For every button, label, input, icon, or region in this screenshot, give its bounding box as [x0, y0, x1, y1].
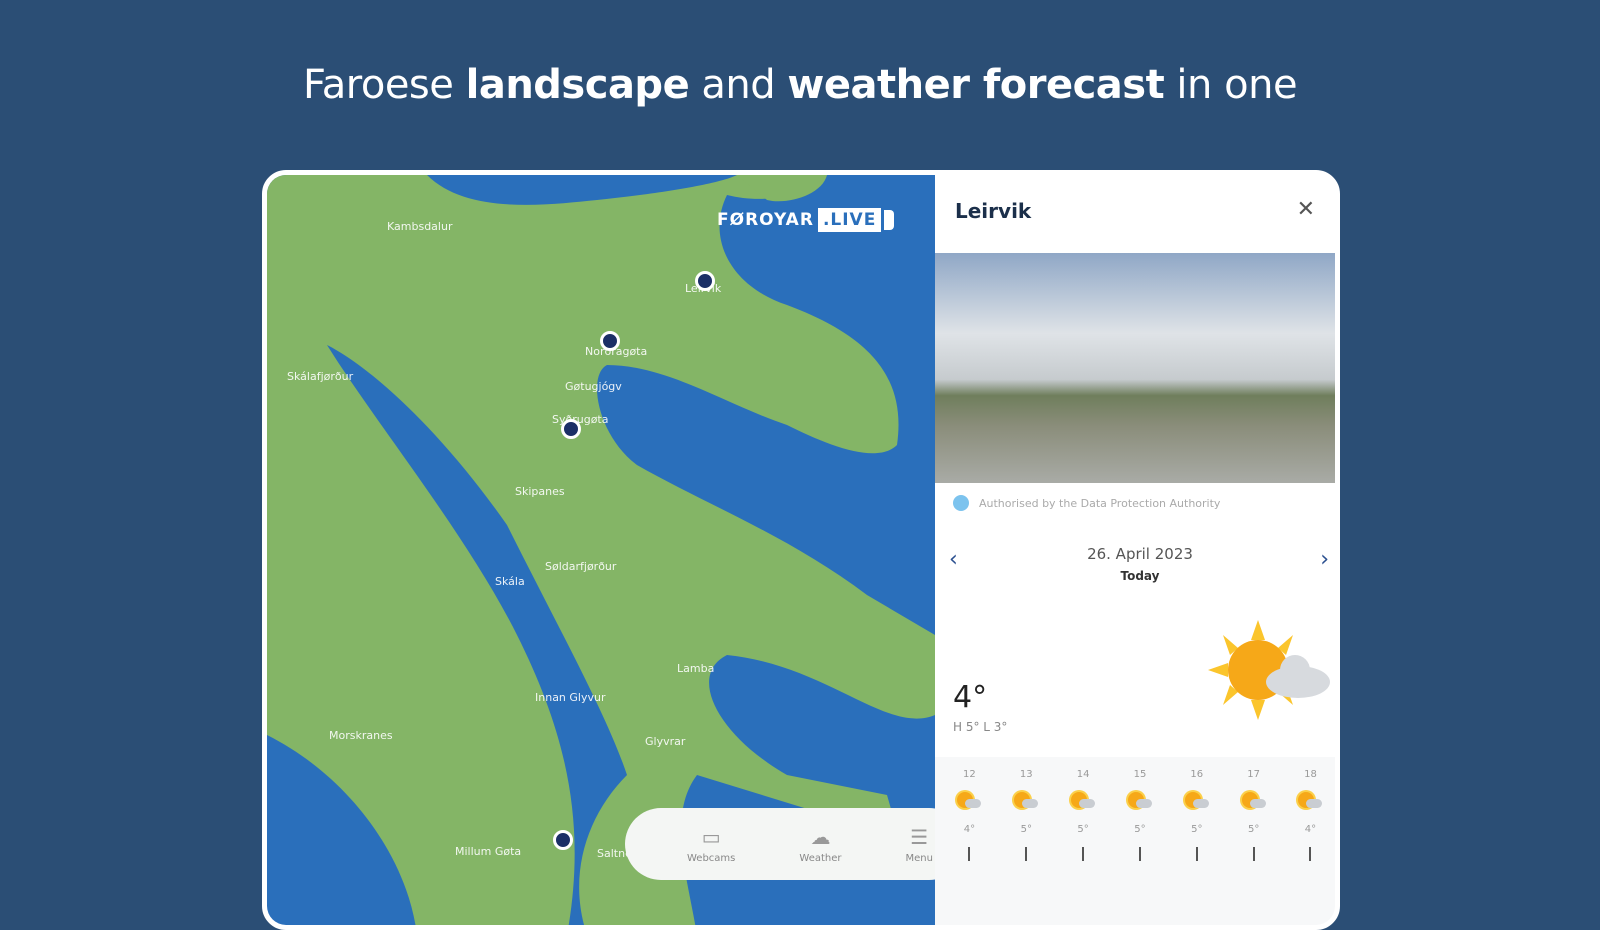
- partly-cloudy-icon: [1012, 792, 1040, 812]
- authorisation-note: Authorised by the Data Protection Author…: [953, 495, 1220, 511]
- webcam-icon: ▭: [701, 824, 721, 849]
- map-label: Lamba: [677, 662, 715, 675]
- app-window: Kambsdalur Leirvík Norðragøta Gøtugjógv …: [262, 170, 1340, 930]
- hour-temp: 5°: [1077, 824, 1089, 835]
- map-label: Millum Gøta: [455, 845, 522, 858]
- webcam-image[interactable]: [935, 253, 1335, 483]
- hour-label: 18: [1304, 769, 1317, 780]
- map-label: Skála: [495, 575, 525, 588]
- auth-text: Authorised by the Data Protection Author…: [979, 496, 1221, 510]
- hour-label: 13: [1019, 769, 1033, 780]
- high-low: H 5° L 3°: [953, 720, 1008, 734]
- wind-arrow-icon: [1309, 847, 1312, 861]
- map-land: [267, 175, 935, 925]
- partly-cloudy-icon: [1069, 792, 1097, 812]
- partly-cloudy-icon: [1126, 792, 1154, 812]
- map-label: Syðrugøta: [552, 413, 609, 426]
- hour-temp: 4°: [963, 824, 976, 835]
- foroyar-live-logo: FØROYAR .LIVE: [717, 208, 895, 232]
- hourly-item: 18 4°: [1296, 769, 1324, 925]
- close-icon[interactable]: ✕: [1296, 197, 1315, 222]
- map-label: Glyvrar: [645, 735, 686, 748]
- nav-webcams[interactable]: ▭ Webcams: [687, 825, 735, 864]
- nav-weather[interactable]: ☁ Weather: [799, 825, 841, 864]
- map-label: Morskranes: [329, 729, 393, 742]
- partly-cloudy-icon: [1183, 792, 1211, 812]
- day-label: Today: [1120, 569, 1160, 583]
- nav-label: Webcams: [687, 852, 736, 864]
- camera-icon: [884, 210, 895, 230]
- hour-label: 14: [1076, 769, 1090, 780]
- next-day-button[interactable]: ›: [1320, 547, 1329, 572]
- cloudy-rain-icon: [1240, 792, 1268, 812]
- hourly-item: 14 5°: [1069, 769, 1097, 925]
- headline-text: and: [689, 62, 788, 108]
- hour-temp: 5°: [1247, 824, 1260, 835]
- map[interactable]: Kambsdalur Leirvík Norðragøta Gøtugjógv …: [267, 175, 935, 925]
- location-title: Leirvik: [955, 199, 1032, 223]
- webcam-pin[interactable]: [695, 271, 715, 291]
- map-label: Skipanes: [515, 485, 565, 498]
- headline-bold: weather forecast: [787, 62, 1165, 108]
- hourly-item: 12 4°: [955, 769, 983, 925]
- date-selector: 26. April 2023 Today: [935, 545, 1335, 583]
- hourly-item: 15 5°: [1126, 769, 1154, 925]
- wind-arrow-icon: [1252, 847, 1255, 861]
- map-label: Søldarfjørður: [545, 560, 617, 573]
- nav-label: Menu: [905, 852, 933, 864]
- webcam-pin[interactable]: [561, 419, 581, 439]
- wind-arrow-icon: [1082, 847, 1085, 861]
- weather-icon: ☁: [810, 824, 831, 849]
- current-temperature: 4°: [953, 680, 988, 715]
- hour-label: 12: [963, 769, 976, 780]
- logo-text: FØROYAR: [717, 210, 814, 230]
- headline-text: in one: [1164, 62, 1298, 108]
- hour-temp: 5°: [1134, 824, 1146, 835]
- authority-icon: [953, 495, 969, 511]
- hourly-forecast: 12 4° 13 5° 14 5° 15 5° 16 5° 17 5° 18 4°: [935, 757, 1335, 925]
- prev-day-button[interactable]: ‹: [949, 547, 958, 572]
- hourly-item: 13 5°: [1012, 769, 1040, 925]
- map-label: Gøtugjógv: [565, 380, 622, 393]
- partly-cloudy-icon: [1296, 792, 1324, 812]
- date-text: 26. April 2023: [1087, 545, 1193, 563]
- nav-label: Weather: [799, 852, 842, 864]
- wind-arrow-icon: [1025, 847, 1028, 861]
- webcam-pin[interactable]: [553, 830, 573, 850]
- hourly-item: 17 5°: [1240, 769, 1268, 925]
- location-panel: Leirvik ✕ Authorised by the Data Protect…: [935, 175, 1335, 925]
- hour-label: 15: [1133, 769, 1147, 780]
- hour-label: 16: [1190, 769, 1204, 780]
- wind-arrow-icon: [1195, 847, 1198, 861]
- hour-temp: 4°: [1304, 824, 1317, 835]
- menu-icon: ☰: [910, 824, 929, 849]
- partly-cloudy-icon: [955, 792, 983, 812]
- map-label: Norðragøta: [585, 345, 648, 358]
- map-label: Innan Glyvur: [535, 691, 606, 704]
- logo-live: .LIVE: [817, 208, 882, 232]
- headline-bold: landscape: [465, 62, 690, 108]
- hour-temp: 5°: [1191, 824, 1203, 835]
- nav-menu[interactable]: ☰ Menu: [906, 825, 933, 864]
- wind-arrow-icon: [1138, 847, 1141, 861]
- hour-label: 17: [1247, 769, 1260, 780]
- partly-cloudy-icon: [1208, 620, 1330, 720]
- map-label: Skálafjørður: [287, 370, 354, 383]
- hour-temp: 5°: [1020, 824, 1032, 835]
- map-label: Kambsdalur: [387, 220, 453, 233]
- headline: Faroese landscape and weather forecast i…: [0, 62, 1600, 108]
- hourly-item: 16 5°: [1183, 769, 1211, 925]
- headline-text: Faroese: [302, 62, 466, 108]
- bottom-nav: ▭ Webcams ☁ Weather ☰ Menu: [625, 808, 935, 880]
- webcam-pin[interactable]: [600, 331, 620, 351]
- wind-arrow-icon: [968, 847, 971, 861]
